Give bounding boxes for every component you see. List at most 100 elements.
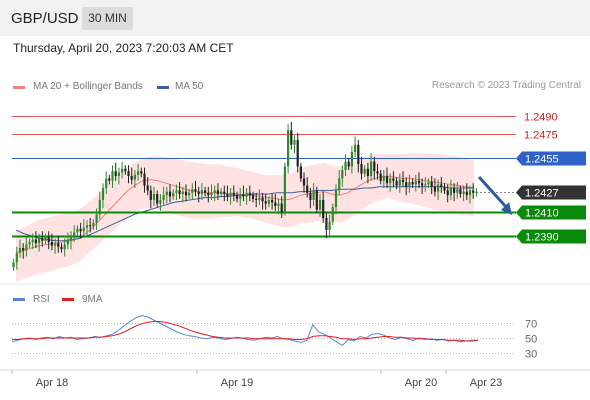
candle-body: [137, 171, 140, 175]
candle-body: [239, 194, 242, 199]
ma50-line: [15, 186, 474, 242]
candle-body: [34, 239, 37, 244]
candle-body: [111, 171, 114, 181]
candle-body: [421, 183, 424, 186]
candle-body: [306, 185, 309, 193]
candle-body: [357, 144, 360, 164]
symbol-title: GBP/USD: [11, 10, 79, 27]
candle-body: [385, 176, 389, 184]
candle-body: [395, 180, 398, 186]
candle-body: [245, 192, 248, 197]
candle-body: [414, 180, 417, 185]
rsi-ma-legend-swatch: [62, 298, 74, 301]
candle-body: [296, 140, 299, 167]
candle-body: [389, 178, 392, 184]
candle-body: [146, 185, 149, 191]
candle-body: [318, 200, 322, 210]
candle-body: [392, 178, 395, 181]
candle-body: [85, 225, 89, 228]
candle-body: [242, 194, 245, 197]
rsi-tick-label: 70: [525, 319, 537, 331]
candle-body: [54, 243, 57, 246]
candle-body: [210, 192, 213, 196]
candle-body: [44, 237, 47, 241]
candle-body: [60, 246, 63, 250]
candle-body: [18, 248, 22, 253]
support-label-box: [516, 205, 586, 220]
candle-body: [92, 222, 95, 227]
candle-body: [121, 168, 124, 173]
candle-body: [200, 190, 203, 194]
candle-body: [127, 171, 130, 176]
candle-body: [322, 200, 325, 218]
rsi-legend-swatch: [13, 298, 25, 301]
candle-body: [312, 190, 315, 200]
candle-body: [363, 168, 366, 174]
candle-body: [101, 188, 105, 200]
candle-body: [89, 225, 92, 227]
candle-body: [443, 186, 446, 191]
candle-body: [98, 200, 101, 215]
candle-body: [366, 168, 369, 176]
candle-body: [437, 184, 440, 192]
candle-body: [280, 203, 283, 212]
candle-body: [255, 198, 258, 200]
candle-body: [405, 182, 408, 187]
candle-body: [453, 188, 456, 193]
candle-body: [117, 172, 120, 176]
research-credit: Research © 2023 Trading Central: [431, 80, 581, 91]
candle-body: [108, 178, 111, 181]
candle-body: [184, 191, 188, 196]
candle-body: [309, 192, 312, 200]
candle-body: [325, 218, 328, 230]
candle-body: [376, 171, 379, 174]
last-price-label: 1.2427: [525, 188, 559, 200]
candle-body: [328, 221, 331, 230]
time-axis-label: Apr 20: [405, 377, 437, 389]
support-label: 1.2390: [525, 232, 559, 244]
candle-body: [143, 173, 146, 186]
candle-body: [456, 189, 459, 193]
candle-body: [315, 190, 318, 210]
candle-body: [277, 203, 280, 206]
candle-body: [350, 152, 353, 167]
candle-body: [149, 190, 152, 200]
candle-body: [417, 180, 421, 184]
candle-body: [264, 201, 267, 204]
candle-body: [105, 178, 108, 188]
candle-body: [76, 228, 79, 233]
candle-body: [267, 200, 270, 204]
candle-body: [63, 244, 66, 250]
candle-body: [165, 191, 168, 196]
candle-body: [220, 191, 223, 194]
pivot-label: 1.2455: [525, 154, 559, 166]
bollinger-band: [16, 152, 474, 282]
candle-body: [197, 191, 200, 194]
candle-body: [427, 182, 430, 185]
candle-body: [79, 228, 82, 232]
candle-body: [47, 237, 50, 242]
candle-body: [216, 190, 219, 194]
candle-body: [248, 192, 251, 196]
candle-body: [159, 200, 162, 204]
candle-body: [472, 190, 475, 193]
candle-body: [28, 242, 31, 245]
candle-body: [299, 166, 302, 179]
candle-body: [401, 179, 405, 182]
candle-body: [446, 190, 449, 196]
rsi-ma-legend-label: 9MA: [82, 294, 103, 305]
ma20-legend-label: MA 20 + Bollinger Bands: [33, 81, 143, 92]
candle-body: [468, 190, 472, 196]
candle-body: [152, 194, 156, 200]
candle-body: [283, 166, 286, 212]
candle-body: [204, 190, 207, 193]
candle-body: [82, 227, 85, 232]
candle-body: [379, 173, 382, 181]
timeframe-button[interactable]: 30 MIN: [82, 7, 133, 30]
candle-body: [341, 170, 344, 179]
support-label-box: [516, 229, 586, 244]
candle-body: [287, 130, 290, 167]
candle-body: [162, 195, 165, 200]
candle-body: [430, 182, 433, 187]
candle-body: [373, 161, 376, 172]
